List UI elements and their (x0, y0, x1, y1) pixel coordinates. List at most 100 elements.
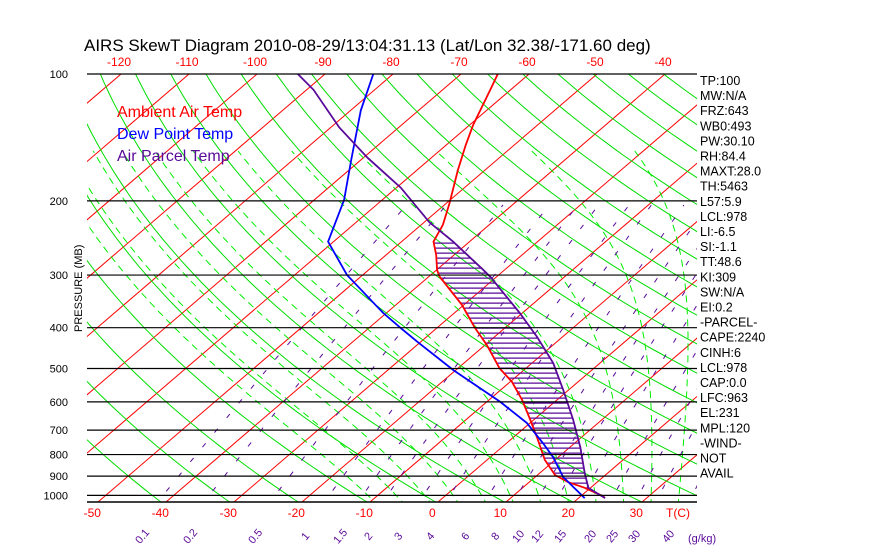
dew-point-temp-line (327, 74, 586, 499)
background-lines (0, 65, 870, 506)
moist-adiabat-line (154, 150, 487, 502)
pressure-tick-label: 400 (50, 323, 68, 335)
mixing-ratio-line (535, 247, 697, 502)
dry-adiabat-line (240, 74, 697, 434)
moist-adiabat-line (121, 150, 459, 502)
pressure-tick-label: 600 (50, 397, 68, 409)
dry-adiabat-line (557, 74, 697, 179)
stat-item: TP:100 (700, 74, 740, 88)
isotherm-line (87, 74, 394, 338)
isotherm-line (573, 395, 697, 502)
stat-item: LI:-6.5 (700, 225, 735, 239)
stat-item: MAXT:28.0 (700, 165, 761, 179)
mixing-ratio-tick-label: 1.5 (331, 527, 350, 546)
mixing-ratio-tick-label: 12 (529, 528, 546, 545)
bottom-temp-tick-label: 20 (562, 506, 576, 520)
top-temp-tick-label: -50 (586, 55, 604, 69)
pressure-tick-label: 500 (50, 364, 68, 376)
stat-item: CINH:6 (700, 346, 741, 360)
dry-adiabat-line (87, 380, 231, 502)
isotherm-line (0, 65, 64, 506)
dry-adiabat-line (381, 74, 697, 316)
stat-item: -PARCEL- (700, 316, 757, 330)
stat-item: L57:5.9 (700, 195, 742, 209)
top-temp-tick-label: -100 (243, 55, 267, 69)
stat-item: KI:309 (700, 270, 736, 284)
ambient-air-temp-line (432, 74, 605, 498)
profile-curves (297, 74, 606, 499)
bottom-temp-tick-label: -20 (288, 506, 306, 520)
stat-item: MW:N/A (700, 89, 747, 103)
stat-item: TH:5463 (700, 180, 748, 194)
dry-adiabat-line (757, 66, 870, 506)
dry-adiabat-line (486, 74, 697, 233)
dry-adiabat-line (134, 74, 643, 502)
isotherm-line (437, 279, 697, 502)
stat-item: LCL:978 (700, 361, 747, 375)
mixing-ratio-line (203, 204, 447, 502)
stat-item: LFC:963 (700, 391, 748, 405)
stat-item: RH:84.4 (700, 150, 746, 164)
mixing-ratio-tick-label: 0.1 (133, 527, 152, 546)
moist-adiabat-line (291, 150, 569, 502)
top-temp-tick-label: -90 (314, 55, 332, 69)
mixing-ratio-tick-label: 2 (362, 530, 375, 542)
mixing-ratio-line (483, 204, 685, 502)
top-temp-tick-label: -70 (450, 55, 468, 69)
mixing-ratio-tick-label: 0.2 (181, 527, 200, 546)
mixing-ratio-tick-label: 30 (626, 528, 643, 545)
stat-item: NOT (700, 452, 727, 466)
moist-adiabat-line (87, 222, 376, 502)
mixing-ratio-line (578, 304, 697, 502)
dry-adiabat-line (310, 74, 697, 374)
mixing-ratio-tick-label: 15 (552, 528, 569, 545)
isotherm-line (233, 104, 697, 502)
dry-adiabat-line (792, 66, 870, 506)
stat-item: MPL:120 (700, 421, 750, 435)
stat-item: SW:N/A (700, 285, 745, 299)
dry-adiabat-line (99, 74, 575, 502)
dry-adiabat-line (87, 122, 506, 502)
stat-item: SI:-1.1 (700, 240, 737, 254)
mixing-ratio-line (445, 204, 652, 502)
stat-item: WB0:493 (700, 119, 751, 133)
mixing-ratio-line (512, 219, 697, 502)
bottom-temp-tick-label: -10 (356, 506, 374, 520)
moist-adiabat-line (192, 150, 514, 502)
top-temp-tick-label: -80 (382, 55, 400, 69)
mixing-ratio-tick-label: 10 (510, 528, 527, 545)
dry-adiabat-line (416, 74, 697, 288)
stat-item: FRZ:643 (700, 104, 749, 118)
stat-item: CAPE:2240 (700, 331, 765, 345)
stat-item: EI:0.2 (700, 301, 733, 315)
pressure-tick-label: 200 (50, 196, 68, 208)
air-parcel-temp-line (297, 74, 606, 499)
pressure-tick-label: 1000 (44, 490, 68, 502)
isobars (87, 73, 697, 503)
pressure-tick-label: 800 (50, 450, 68, 462)
top-temp-tick-label: -40 (654, 55, 672, 69)
bottom-temp-tick-label: 30 (630, 506, 644, 520)
moist-adiabat-line (237, 150, 542, 502)
bottom-temp-tick-label: 0 (429, 506, 436, 520)
isotherm-line (505, 337, 697, 502)
top-temp-tick-label: -60 (518, 55, 536, 69)
mixing-ratio-line (323, 204, 550, 502)
dry-adiabat-line (87, 194, 437, 502)
bottom-temp-tick-label: 10 (494, 506, 508, 520)
mixing-ratio-tick-label: 8 (489, 530, 502, 542)
mixing-ratio-tick-label: 3 (392, 530, 405, 542)
top-temp-tick-label: -110 (175, 55, 198, 69)
bottom-temp-tick-label: -40 (152, 506, 170, 520)
dry-adiabat-line (275, 74, 697, 404)
stat-item: TT:48.6 (700, 255, 742, 269)
legend-ambient-air-temp: Ambient Air Temp (117, 104, 242, 121)
mixing-ratio-tick-label: 6 (459, 530, 472, 542)
bottom-temp-tick-label: -30 (220, 506, 238, 520)
mixing-ratio-tick-label: 0.5 (246, 527, 265, 546)
isotherm-line (301, 162, 697, 502)
pressure-tick-label: 300 (50, 270, 68, 282)
mixing-ratio-line (269, 204, 504, 502)
